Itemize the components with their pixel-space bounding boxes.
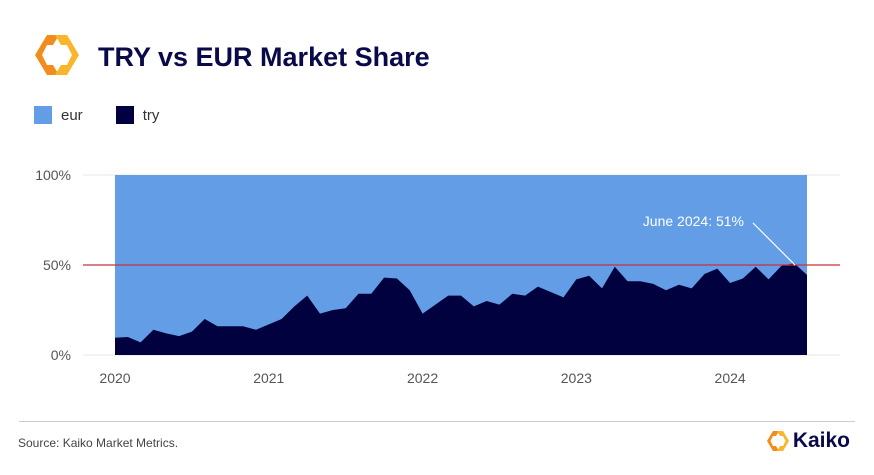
footer-divider [19, 421, 855, 422]
legend: eur try [34, 106, 192, 124]
area-chart: 0% 50% 100% 2020 2021 2022 2023 2024 June 2024: … [35, 167, 840, 386]
source-note: Source: Kaiko Market Metrics. [18, 436, 179, 450]
x-tick-label: 2021 [253, 370, 284, 386]
kaiko-logo-icon [35, 35, 79, 75]
annotation-label: June 2024: 51% [643, 213, 744, 229]
legend-label-eur: eur [61, 106, 83, 124]
x-tick-label: 2024 [715, 370, 746, 386]
brand-name: Kaiko [792, 429, 850, 452]
page-title: TRY vs EUR Market Share [98, 42, 430, 72]
kaiko-mark-icon [766, 431, 789, 451]
legend-item-try: try [115, 106, 160, 124]
try-area [115, 263, 807, 355]
x-tick-label: 2022 [407, 370, 438, 386]
legend-label-try: try [142, 106, 160, 124]
legend-swatch-try [115, 106, 134, 124]
annotation-leader-line [752, 222, 796, 266]
legend-item-eur: eur [34, 106, 83, 124]
brand-logo: Kaiko [766, 429, 850, 453]
y-tick-label: 0% [51, 347, 71, 363]
x-tick-label: 2023 [561, 370, 592, 386]
x-tick-label: 2020 [99, 370, 130, 386]
legend-swatch-eur [34, 106, 52, 124]
y-tick-label: 100% [35, 167, 71, 183]
y-tick-label: 50% [43, 257, 71, 273]
